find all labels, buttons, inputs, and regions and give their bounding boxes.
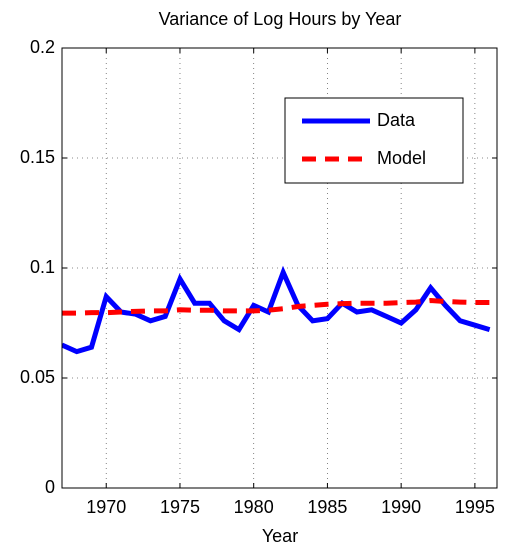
legend-box	[284, 97, 464, 184]
x-tick-label: 1980	[234, 497, 274, 517]
data-line	[62, 298, 490, 316]
legend-label: Data	[377, 110, 416, 130]
plot-frame	[61, 47, 498, 489]
legend-label: Model	[377, 148, 426, 168]
y-tick-label: 0.2	[30, 37, 55, 57]
chart-title: Variance of Log Hours by Year	[159, 9, 402, 29]
x-tick-label: 1975	[160, 497, 200, 517]
y-tick-label: 0	[45, 477, 55, 497]
x-tick-label: 1970	[86, 497, 126, 517]
y-tick-label: 0.15	[20, 147, 55, 167]
x-tick-label: 1990	[381, 497, 421, 517]
x-tick-label: 1995	[455, 497, 495, 517]
x-tick-label: 1985	[307, 497, 347, 517]
y-tick-label: 0.05	[20, 367, 55, 387]
y-tick-label: 0.1	[30, 257, 55, 277]
data-line	[62, 265, 491, 355]
x-axis-label: Year	[262, 526, 298, 546]
